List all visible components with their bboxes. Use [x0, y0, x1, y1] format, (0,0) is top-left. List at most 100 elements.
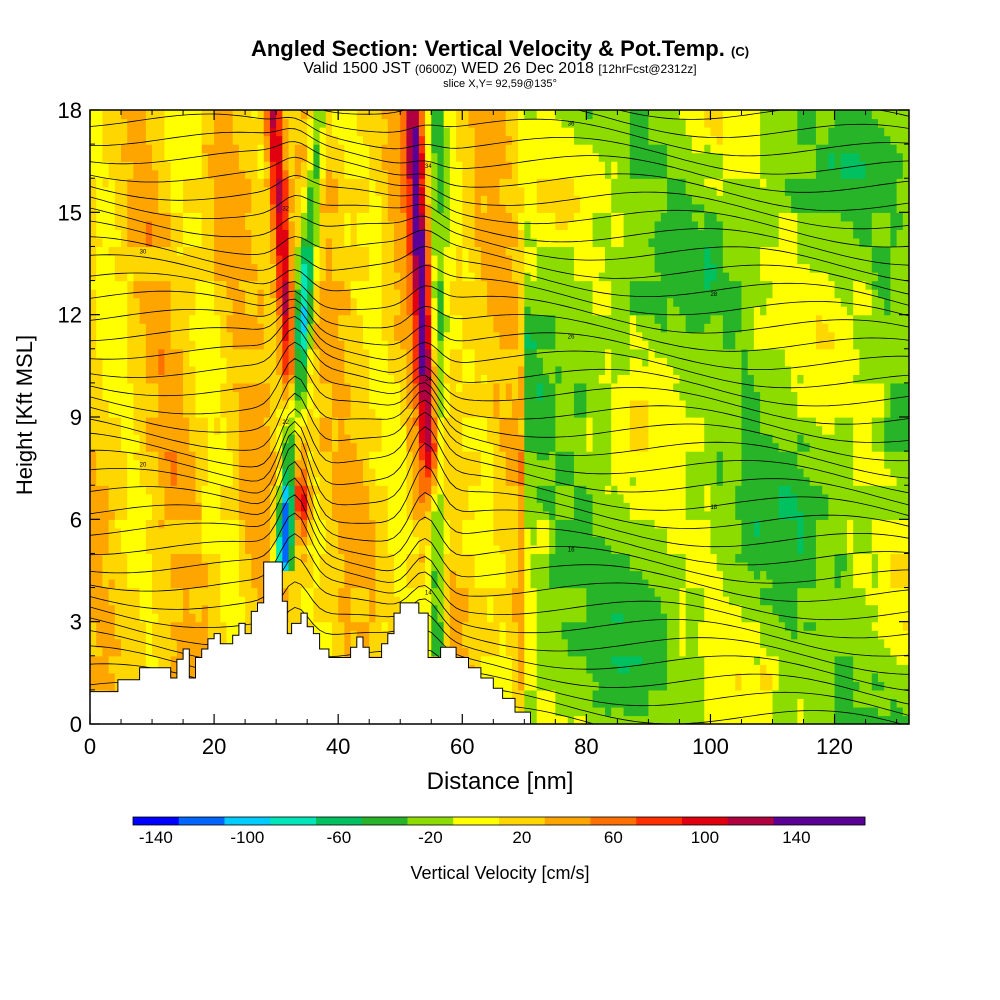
- velocity-cell: [760, 536, 767, 546]
- velocity-cell: [741, 434, 749, 444]
- velocity-cell: [300, 493, 308, 503]
- velocity-cell: [238, 579, 246, 589]
- velocity-cell: [623, 544, 631, 555]
- velocity-cell: [294, 587, 302, 597]
- velocity-cell: [648, 408, 656, 418]
- velocity-cell: [170, 544, 178, 555]
- velocity-cell: [431, 553, 439, 563]
- velocity-cell: [344, 510, 352, 520]
- velocity-cell: [561, 655, 569, 665]
- velocity-cell: [549, 647, 556, 657]
- velocity-cell: [815, 664, 823, 674]
- velocity-cell: [865, 681, 873, 691]
- velocity-cell: [536, 476, 544, 486]
- velocity-cell: [369, 613, 377, 623]
- velocity-cell: [716, 544, 724, 555]
- velocity-cell: [338, 604, 345, 614]
- velocity-cell: [803, 451, 811, 461]
- velocity-cell: [722, 655, 730, 665]
- velocity-cell: [667, 451, 674, 461]
- velocity-cell: [853, 502, 860, 512]
- velocity-cell: [226, 527, 234, 537]
- velocity-cell: [344, 408, 352, 418]
- velocity-cell: [853, 698, 860, 708]
- velocity-cell: [102, 536, 110, 546]
- velocity-cell: [145, 638, 153, 648]
- velocity-cell: [145, 451, 153, 461]
- velocity-cell: [760, 510, 767, 520]
- velocity-cell: [877, 553, 885, 563]
- velocity-cell: [604, 553, 612, 563]
- velocity-cell: [220, 442, 228, 452]
- velocity-cell: [685, 621, 693, 631]
- velocity-cell: [586, 434, 594, 444]
- velocity-cell: [896, 638, 904, 648]
- velocity-cell: [152, 570, 159, 580]
- velocity-cell: [573, 689, 581, 700]
- velocity-cell: [257, 536, 265, 546]
- velocity-cell: [145, 536, 153, 546]
- velocity-cell: [518, 706, 525, 717]
- velocity-cell: [468, 459, 476, 469]
- velocity-cell: [772, 468, 780, 478]
- velocity-cell: [859, 510, 867, 520]
- velocity-cell: [722, 476, 730, 486]
- velocity-cell: [567, 442, 575, 452]
- velocity-cell: [108, 596, 116, 606]
- velocity-cell: [561, 715, 569, 724]
- velocity-cell: [313, 596, 321, 606]
- velocity-cell: [325, 434, 333, 444]
- velocity-cell: [685, 630, 693, 640]
- velocity-cell: [418, 596, 426, 606]
- velocity-cell: [704, 570, 712, 580]
- velocity-cell: [375, 434, 383, 444]
- velocity-cell: [369, 451, 377, 461]
- velocity-cell: [598, 570, 606, 580]
- velocity-cell: [822, 417, 829, 427]
- velocity-cell: [121, 399, 128, 410]
- velocity-cell: [555, 459, 563, 469]
- velocity-cell: [139, 604, 147, 614]
- velocity-cell: [741, 630, 749, 640]
- velocity-cell: [884, 681, 891, 691]
- velocity-cell: [220, 468, 228, 478]
- velocity-cell: [189, 561, 197, 572]
- velocity-cell: [698, 655, 705, 665]
- velocity-cell: [797, 408, 805, 418]
- velocity-cell: [735, 544, 743, 555]
- velocity-cell: [611, 596, 618, 606]
- velocity-cell: [729, 468, 736, 478]
- velocity-cell: [325, 459, 333, 469]
- velocity-cell: [642, 468, 650, 478]
- velocity-cell: [437, 621, 445, 631]
- velocity-cell: [629, 630, 637, 640]
- velocity-cell: [542, 425, 550, 435]
- velocity-cell: [629, 647, 637, 657]
- velocity-cell: [679, 630, 687, 640]
- velocity-cell: [269, 519, 277, 529]
- velocity-cell: [356, 476, 364, 486]
- velocity-cell: [573, 604, 581, 614]
- velocity-cell: [580, 544, 587, 555]
- velocity-cell: [536, 706, 544, 717]
- velocity-cell: [815, 604, 823, 614]
- velocity-cell: [729, 451, 736, 461]
- velocity-cell: [791, 570, 798, 580]
- velocity-cell: [313, 417, 321, 427]
- velocity-cell: [145, 527, 153, 537]
- velocity-cell: [747, 468, 755, 478]
- velocity-cell: [629, 698, 637, 708]
- velocity-cell: [648, 476, 656, 486]
- velocity-cell: [127, 527, 135, 537]
- velocity-cell: [772, 664, 780, 674]
- velocity-cell: [356, 442, 364, 452]
- velocity-cell: [300, 451, 308, 461]
- velocity-cell: [735, 476, 743, 486]
- velocity-cell: [772, 604, 780, 614]
- velocity-cell: [803, 485, 811, 495]
- velocity-cell: [195, 630, 203, 640]
- velocity-cell: [617, 544, 625, 555]
- velocity-cell: [592, 596, 600, 606]
- velocity-cell: [617, 638, 625, 648]
- velocity-cell: [691, 408, 699, 418]
